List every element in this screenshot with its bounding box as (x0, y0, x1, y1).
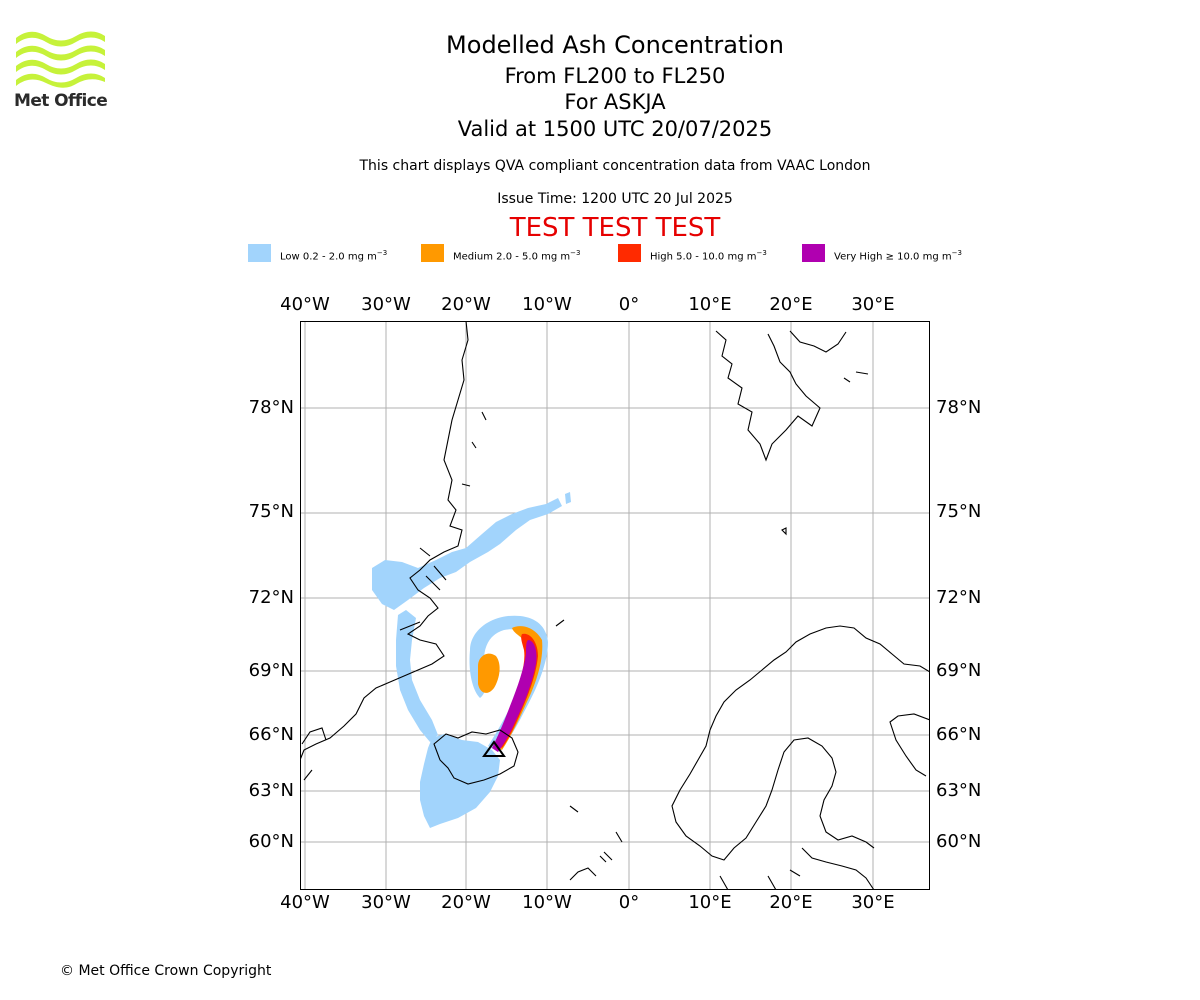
legend-swatch-medium (421, 244, 444, 262)
lat-tick-right: 72°N (936, 587, 982, 608)
lon-tick-bottom: 10°E (688, 892, 732, 913)
lat-tick-left: 63°N (248, 780, 294, 801)
lat-tick-left: 69°N (248, 660, 294, 681)
legend-swatch-very-high (802, 244, 825, 262)
lon-tick-top: 30°E (851, 294, 895, 315)
chart-description: This chart displays QVA compliant concen… (359, 158, 871, 174)
met-office-logo: Met Office (14, 30, 110, 112)
legend-label-high: High 5.0 - 10.0 mg m (650, 251, 757, 263)
legend-label-low: Low 0.2 - 2.0 mg m (280, 251, 377, 263)
lon-tick-top: 20°W (441, 294, 491, 315)
lat-tick-right: 75°N (936, 501, 982, 522)
issue-time: Issue Time: 1200 UTC 20 Jul 2025 (497, 191, 733, 207)
lon-tick-top: 20°E (769, 294, 813, 315)
lon-tick-bottom: 30°W (361, 892, 411, 913)
lat-tick-right: 78°N (936, 397, 982, 418)
lon-tick-bottom: 30°E (851, 892, 895, 913)
met-office-waves-icon (16, 31, 105, 88)
lon-tick-bottom: 20°W (441, 892, 491, 913)
logo-text: Met Office (14, 91, 108, 111)
lon-tick-top: 30°W (361, 294, 411, 315)
volcano-name: For ASKJA (564, 90, 666, 114)
lat-tick-left: 60°N (248, 831, 294, 852)
lat-tick-right: 60°N (936, 831, 982, 852)
lat-tick-right: 69°N (936, 660, 982, 681)
lon-tick-top: 10°E (688, 294, 732, 315)
volcano-marker-icon (482, 740, 506, 757)
legend-swatch-high (618, 244, 641, 262)
test-banner: TEST TEST TEST (509, 213, 721, 243)
chart-title: Modelled Ash Concentration (446, 31, 784, 59)
map-frame (300, 321, 930, 890)
copyright: © Met Office Crown Copyright (60, 963, 272, 979)
lon-tick-bottom: 0° (618, 892, 640, 913)
lon-tick-top: 0° (618, 294, 640, 315)
valid-time: Valid at 1500 UTC 20/07/2025 (457, 117, 773, 141)
lon-tick-bottom: 10°W (522, 892, 572, 913)
lon-tick-bottom: 40°W (280, 892, 330, 913)
legend-swatch-low (248, 244, 271, 262)
lon-tick-top: 40°W (280, 294, 330, 315)
flight-levels: From FL200 to FL250 (504, 64, 726, 88)
ash-low-region (372, 492, 571, 828)
lat-tick-left: 72°N (248, 587, 294, 608)
legend-unit-exponent: −3 (376, 249, 388, 257)
legend-label-very-high: Very High ≥ 10.0 mg m (834, 251, 952, 263)
legend-unit-exponent: −3 (756, 249, 767, 257)
lon-tick-bottom: 20°E (769, 892, 813, 913)
lat-tick-right: 66°N (936, 724, 982, 745)
legend-unit-exponent: −3 (951, 249, 962, 257)
legend-label-medium: Medium 2.0 - 5.0 mg m (453, 251, 571, 263)
legend-unit-exponent: −3 (570, 249, 581, 257)
lat-tick-left: 75°N (248, 501, 294, 522)
ash-very-high-region (492, 640, 537, 752)
coastlines (300, 321, 930, 890)
lon-tick-top: 10°W (522, 294, 572, 315)
lat-tick-right: 63°N (936, 780, 982, 801)
lat-tick-left: 78°N (248, 397, 294, 418)
lat-tick-left: 66°N (248, 724, 294, 745)
